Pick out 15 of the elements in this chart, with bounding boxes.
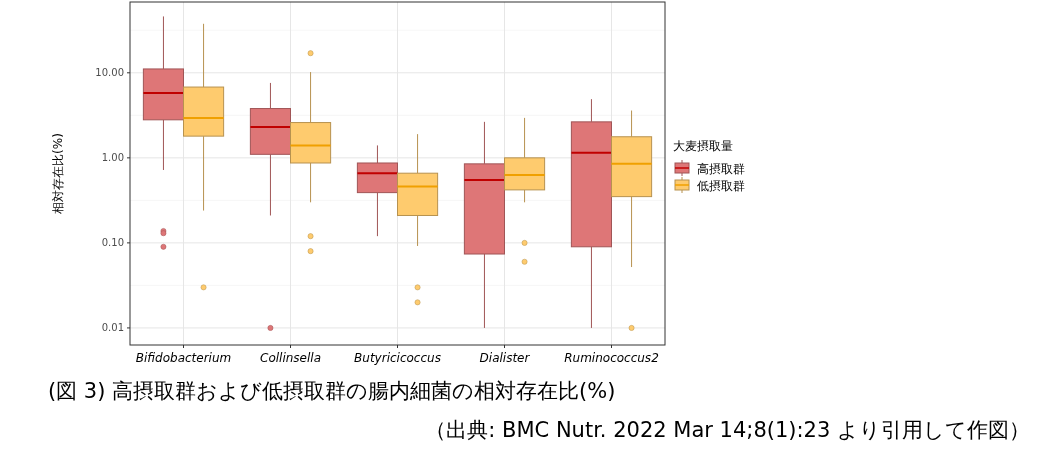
y-tick-label: 0.10	[101, 237, 124, 249]
text: （出典: BMC Nutr. 2022 Mar 14;8(1):23 より引用して作図）	[425, 418, 1030, 442]
y-tick-label: 1.00	[101, 152, 124, 164]
x-tick-label: Dialister	[479, 351, 531, 365]
x-tick-label: Ruminococcus2	[564, 351, 659, 365]
x-tick-label: Collinsella	[260, 351, 321, 365]
x-tick-label: Bifidobacterium	[135, 351, 232, 365]
y-axis-title: 相対存在比(%)	[51, 133, 65, 214]
text: (図 3) 高摂取群および低摂取群の腸内細菌の相対存在比(%)	[48, 379, 616, 403]
legend-title: 大麦摂取量	[673, 139, 733, 153]
x-tick-label: Butyricicoccus	[354, 351, 441, 365]
y-tick-label: 0.01	[101, 322, 124, 334]
y-tick-label: 10.00	[95, 67, 124, 79]
legend-label: 高摂取群	[697, 161, 745, 176]
legend-label: 低摂取群	[697, 178, 745, 193]
